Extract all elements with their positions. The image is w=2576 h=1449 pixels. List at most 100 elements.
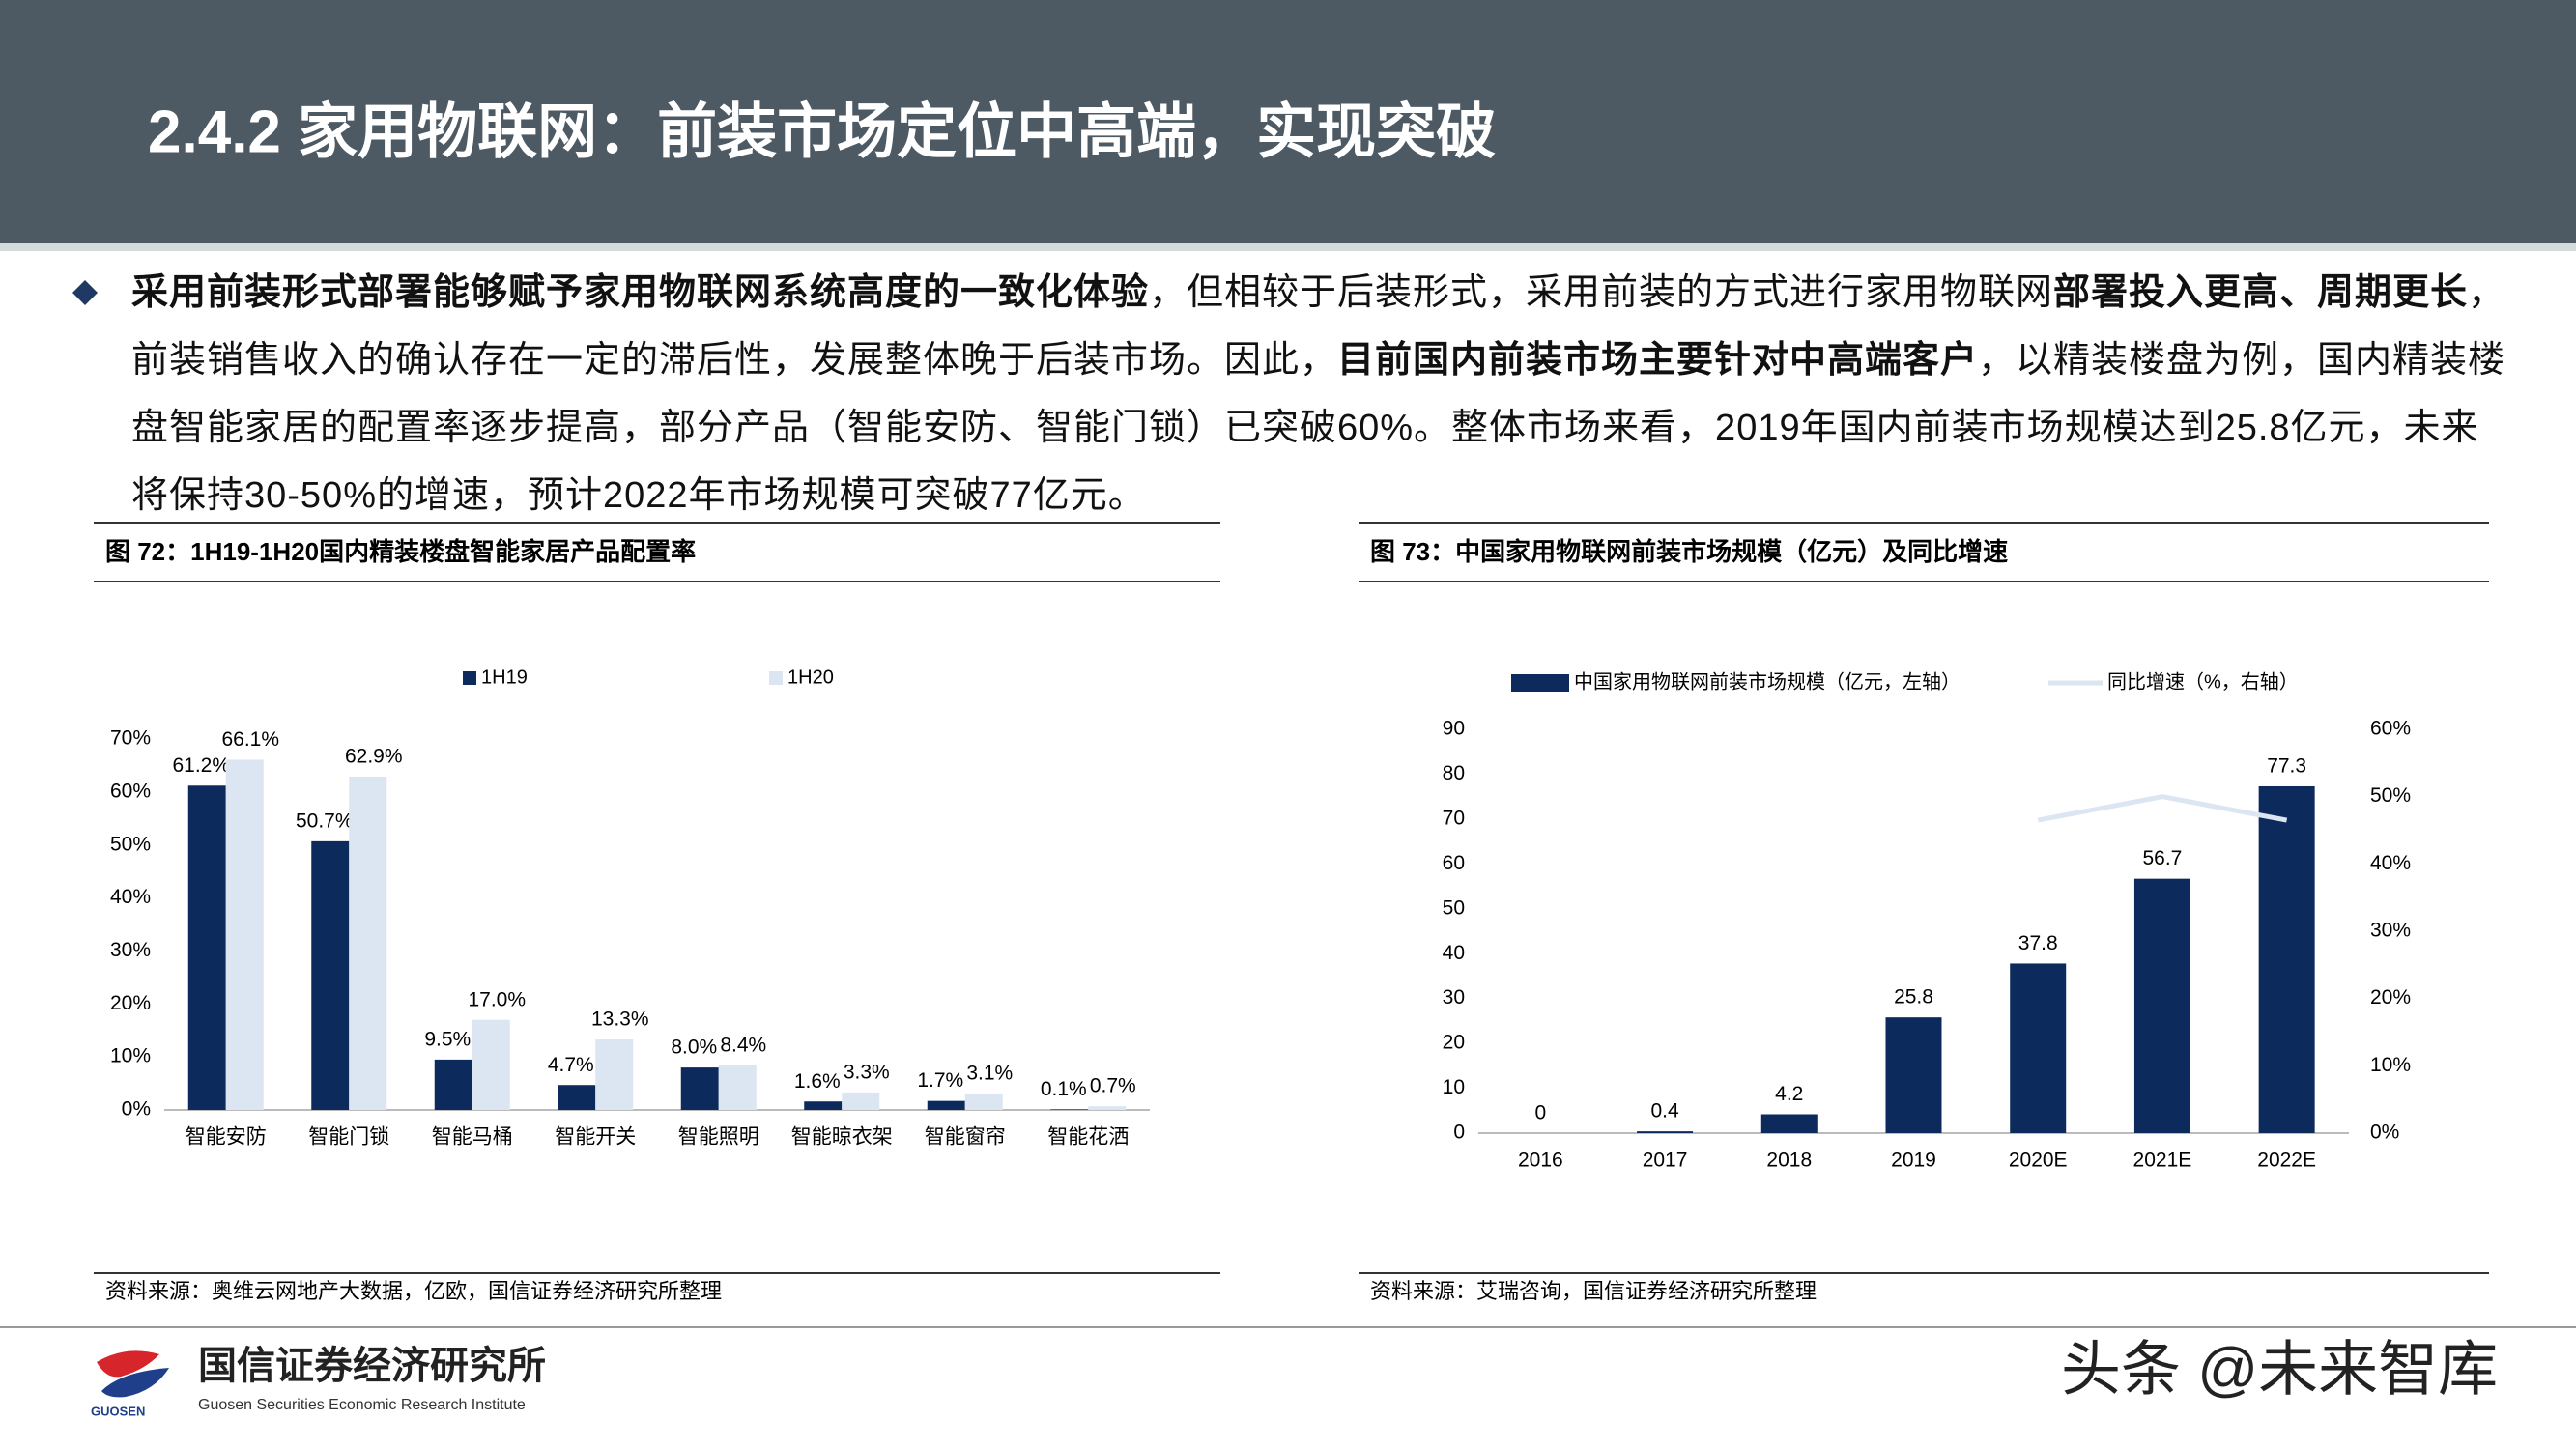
value-label: 77.3	[2267, 755, 2306, 778]
x-tick-label: 2018	[1766, 1150, 1812, 1172]
text-run: 目前国内前装市场主要针对中高端客户	[1337, 340, 1979, 381]
bar	[595, 1039, 634, 1110]
x-tick-label: 智能窗帘	[925, 1126, 1006, 1149]
slide-title: 2.4.2 家用物联网：前装市场定位中高端，实现突破	[148, 99, 1496, 165]
x-tick-label: 智能花洒	[1047, 1126, 1129, 1149]
x-tick-label: 2020E	[2009, 1150, 2068, 1172]
y2-tick-label: 10%	[2370, 1054, 2411, 1076]
x-tick-label: 智能照明	[678, 1126, 759, 1149]
bar	[804, 1101, 843, 1110]
value-label: 13.3%	[591, 1009, 649, 1031]
y-tick-label: 40%	[110, 886, 151, 908]
value-label: 61.2%	[172, 754, 230, 777]
x-tick-label: 智能马桶	[432, 1126, 513, 1149]
bar	[225, 759, 264, 1110]
y-tick-label: 80	[1443, 762, 1465, 784]
bar	[964, 1093, 1003, 1110]
y-tick-label: 90	[1443, 718, 1465, 740]
legend-label: 1H19	[481, 667, 528, 688]
bullet	[72, 280, 98, 305]
value-label: 0	[1535, 1102, 1547, 1124]
x-tick-label: 2021E	[2133, 1150, 2192, 1172]
y-tick-label: 70	[1443, 807, 1465, 829]
y-tick-label: 10	[1443, 1076, 1465, 1098]
value-label: 37.8	[2018, 932, 2058, 954]
value-label: 62.9%	[345, 745, 403, 767]
y-tick-label: 20	[1443, 1032, 1465, 1054]
x-tick-label: 2022E	[2257, 1150, 2316, 1172]
x-tick-label: 2019	[1891, 1150, 1936, 1172]
bar	[311, 840, 350, 1110]
bar	[558, 1085, 596, 1110]
value-label: 3.1%	[966, 1063, 1013, 1085]
y2-tick-label: 40%	[2370, 852, 2411, 874]
bar	[842, 1092, 880, 1110]
bar	[2010, 963, 2067, 1133]
value-label: 9.5%	[424, 1028, 471, 1050]
y2-tick-label: 60%	[2370, 718, 2411, 740]
bullet-paragraph: 采用前装形式部署能够赋予家用物联网系统高度的一致化体验，但相较于后装形式，采用前…	[131, 259, 2510, 529]
x-tick-label: 2016	[1518, 1150, 1563, 1172]
bar	[472, 1019, 510, 1110]
bar	[2258, 785, 2315, 1133]
value-label: 0.7%	[1090, 1075, 1136, 1097]
value-label: 0.1%	[1041, 1078, 1087, 1100]
bar	[680, 1067, 719, 1110]
text-run: ，以精装楼盘为例，国内精装楼盘智能家居的配置率逐步提高，部分产品（智能安防、智能…	[131, 340, 2506, 516]
value-label: 8.4%	[720, 1034, 766, 1056]
value-label: 8.0%	[671, 1037, 717, 1059]
header-band	[0, 0, 2576, 243]
y-tick-label: 10%	[110, 1045, 151, 1067]
value-label: 3.3%	[844, 1061, 890, 1083]
y2-tick-label: 30%	[2370, 920, 2411, 942]
y-tick-label: 0%	[122, 1098, 151, 1121]
value-label: 17.0%	[468, 988, 526, 1010]
bar	[1637, 1131, 1694, 1133]
watermark: 头条 @未来智库	[2061, 1336, 2498, 1403]
y-tick-label: 20%	[110, 992, 151, 1014]
legend-label: 同比增速（%，右轴）	[2107, 670, 2299, 693]
value-label: 0.4	[1650, 1100, 1679, 1122]
y-tick-label: 30%	[110, 939, 151, 961]
y-tick-label: 50%	[110, 833, 151, 855]
legend-label: 中国家用物联网前装市场规模（亿元，左轴）	[1574, 670, 1961, 693]
bar	[718, 1065, 757, 1110]
bar	[1050, 1109, 1089, 1110]
text-run: 部署投入更高、周期更长	[2053, 272, 2469, 313]
value-label: 1.6%	[794, 1070, 841, 1093]
chart-title: 图 72：1H19-1H20国内精装楼盘智能家居产品配置率	[105, 537, 696, 566]
x-tick-label: 智能晾衣架	[791, 1126, 893, 1149]
value-label: 4.2	[1775, 1083, 1803, 1105]
value-label: 66.1%	[221, 728, 279, 751]
chart-title: 图 73：中国家用物联网前装市场规模（亿元）及同比增速	[1370, 537, 2008, 566]
y-tick-label: 60%	[110, 780, 151, 802]
value-label: 1.7%	[917, 1069, 963, 1092]
x-tick-label: 2017	[1643, 1150, 1688, 1172]
legend-swatch	[769, 671, 783, 685]
bar	[1760, 1114, 1818, 1133]
bar	[1885, 1017, 1942, 1133]
y-tick-label: 30	[1443, 986, 1465, 1009]
y-tick-label: 60	[1443, 852, 1465, 874]
header-rule	[0, 243, 2576, 251]
text-run: 采用前装形式部署能够赋予家用物联网系统高度的一致化体验	[131, 272, 1150, 313]
line-series	[2037, 794, 2288, 823]
y2-tick-label: 0%	[2370, 1122, 2399, 1144]
bar	[434, 1059, 472, 1110]
legend-label: 1H20	[787, 667, 834, 688]
y2-tick-label: 20%	[2370, 986, 2411, 1009]
logo-name: 国信证券经济研究所	[198, 1344, 546, 1387]
legend-swatch	[1511, 674, 1569, 692]
chart-source: 资料来源：奥维云网地产大数据，亿欧，国信证券经济研究所整理	[105, 1279, 722, 1303]
value-label: 56.7	[2142, 847, 2182, 869]
value-label: 50.7%	[296, 810, 354, 832]
text-run: ，但相较于后装形式，采用前装的方式进行家用物联网	[1149, 272, 2054, 313]
x-tick-label: 智能开关	[555, 1126, 636, 1149]
logo-mark-blue	[101, 1368, 169, 1398]
bar	[187, 785, 226, 1110]
x-tick-label: 智能安防	[186, 1126, 267, 1149]
y-tick-label: 40	[1443, 942, 1465, 964]
bar	[1088, 1106, 1127, 1110]
